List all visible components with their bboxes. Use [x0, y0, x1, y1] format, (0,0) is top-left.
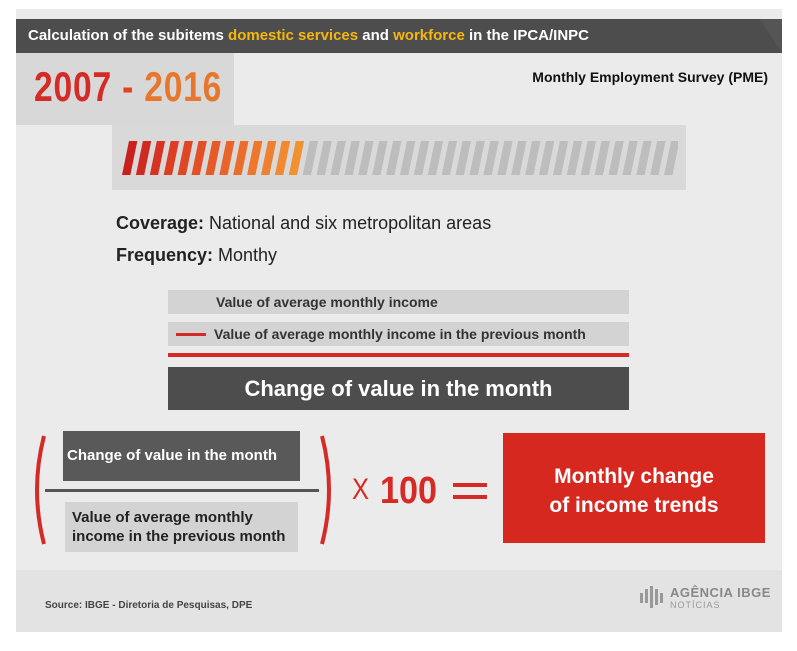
progress-stripe-empty [413, 141, 430, 175]
ibge-logo-icon [640, 586, 663, 608]
year-start: 2007 [34, 63, 112, 110]
frequency-label: Frequency: [116, 245, 214, 265]
equals-bar-top [453, 483, 487, 487]
progress-stripe-empty [400, 141, 416, 175]
frequency-value: Monthy [213, 245, 278, 265]
logo-text-agencia-ibge: AGÊNCIA IBGE [670, 585, 771, 600]
progress-stripe-empty [330, 141, 346, 175]
progress-stripe-empty [497, 141, 513, 175]
progress-stripe-empty [358, 141, 374, 175]
result-line-1: Monthly change [554, 465, 714, 488]
title-part-3: in the IPCA/INPC [464, 27, 590, 44]
progress-stripe-filled [288, 141, 305, 175]
progress-stripe-filled [163, 141, 180, 175]
frequency-line: Frequency: Monthy [116, 245, 277, 266]
progress-stripe-empty [302, 141, 319, 175]
progress-stripe-filled [247, 141, 263, 175]
progress-stripe-filled [122, 141, 138, 175]
survey-name: Monthly Employment Survey (PME) [532, 69, 768, 85]
right-parenthesis [318, 434, 338, 546]
red-divider-line [168, 353, 629, 357]
title-highlight-domestic-services: domestic services [228, 27, 359, 44]
progress-stripe-filled [261, 141, 277, 175]
title-highlight-workforce: workforce [393, 27, 465, 44]
formula-numerator: Change of value in the month [63, 431, 300, 481]
formula-denominator: Value of average monthly income in the p… [65, 502, 298, 552]
progress-stripe-filled [205, 141, 221, 175]
progress-stripe-filled [219, 141, 235, 175]
progress-stripe-empty [455, 141, 471, 175]
progress-stripe-empty [483, 141, 499, 175]
progress-stripe-empty [650, 141, 666, 175]
infographic-card: Calculation of the subitems domestic ser… [16, 9, 782, 632]
header-banner: Calculation of the subitems domestic ser… [16, 19, 782, 53]
progress-stripe-empty [316, 141, 332, 175]
progress-bar-panel [112, 125, 686, 190]
year-end: 2016 [144, 63, 223, 110]
change-of-value-box: Change of value in the month [168, 367, 629, 410]
title-part-1: Calculation of the subitems [28, 27, 229, 44]
progress-stripe-filled [274, 141, 291, 175]
previous-income-label: Value of average monthly income in the p… [214, 326, 586, 342]
progress-stripe-filled [233, 141, 249, 175]
progress-stripe-empty [622, 141, 638, 175]
progress-stripe-empty [580, 141, 597, 175]
progress-stripe-empty [664, 141, 678, 175]
coverage-value: National and six metropolitan areas [204, 213, 492, 233]
progress-stripe-empty [469, 141, 485, 175]
progress-stripe-empty [594, 141, 610, 175]
logo-text-noticias: NOTÍCIAS [670, 600, 721, 610]
header-tail-decoration [760, 19, 782, 53]
progress-stripe-empty [566, 141, 583, 175]
progress-stripe-empty [344, 141, 360, 175]
progress-stripe-empty [608, 141, 624, 175]
footer: Source: IBGE - Diretoria de Pesquisas, D… [16, 570, 782, 632]
current-income-label: Value of average monthly income [216, 294, 438, 310]
progress-stripe-empty [539, 141, 555, 175]
year-range: 2007 - 2016 [34, 63, 222, 111]
progress-stripe-filled [149, 141, 166, 175]
current-income-row: Value of average monthly income [168, 290, 629, 314]
equals-bar-bottom [453, 495, 487, 499]
multiply-sign: X [352, 473, 370, 506]
progress-stripe-empty [372, 141, 388, 175]
coverage-line: Coverage: National and six metropolitan … [116, 213, 491, 234]
progress-stripe-empty [552, 141, 569, 175]
progress-stripe-empty [511, 141, 527, 175]
title-part-2: and [358, 27, 394, 44]
source-note: Source: IBGE - Diretoria de Pesquisas, D… [45, 600, 253, 611]
agencia-ibge-logo: AGÊNCIA IBGE NOTÍCIAS [640, 585, 770, 615]
result-line-2: of income trends [549, 494, 719, 517]
progress-stripe-empty [427, 141, 444, 175]
page-title: Calculation of the subitems domestic ser… [28, 27, 589, 44]
previous-income-row: Value of average monthly income in the p… [168, 322, 629, 346]
progress-stripe-empty [386, 141, 402, 175]
fraction-line [45, 489, 319, 492]
progress-stripe-empty [441, 141, 458, 175]
progress-stripe-empty [636, 141, 652, 175]
result-box: Monthly change of income trends [503, 433, 765, 543]
years-panel: 2007 - 2016 [16, 53, 234, 125]
coverage-label: Coverage: [116, 213, 205, 233]
progress-stripe-filled [177, 141, 193, 175]
year-dash: - [111, 63, 145, 110]
progress-stripe-empty [525, 141, 541, 175]
red-legend-mark [176, 333, 206, 336]
progress-stripes [122, 141, 678, 175]
left-parenthesis [28, 434, 48, 546]
progress-stripe-filled [135, 141, 152, 175]
multiplier-value: 100 [380, 470, 438, 512]
progress-stripe-filled [191, 141, 207, 175]
